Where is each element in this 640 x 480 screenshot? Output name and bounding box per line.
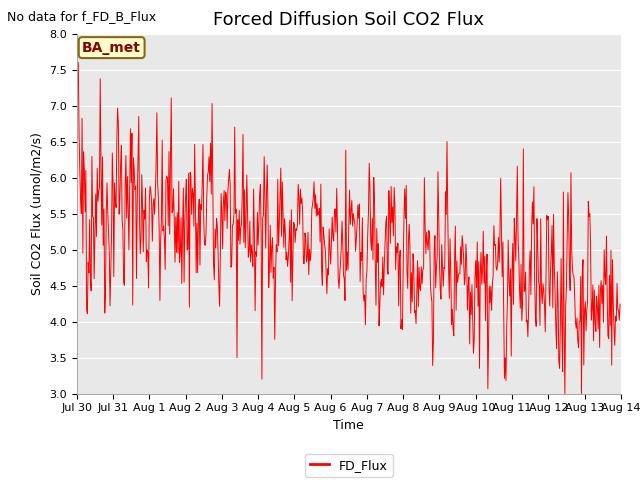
Legend: FD_Flux: FD_Flux: [305, 454, 392, 477]
Text: BA_met: BA_met: [82, 41, 141, 55]
Text: No data for f_FD_B_Flux: No data for f_FD_B_Flux: [7, 10, 157, 23]
Y-axis label: Soil CO2 Flux (umol/m2/s): Soil CO2 Flux (umol/m2/s): [31, 132, 44, 295]
Title: Forced Diffusion Soil CO2 Flux: Forced Diffusion Soil CO2 Flux: [213, 11, 484, 29]
X-axis label: Time: Time: [333, 419, 364, 432]
